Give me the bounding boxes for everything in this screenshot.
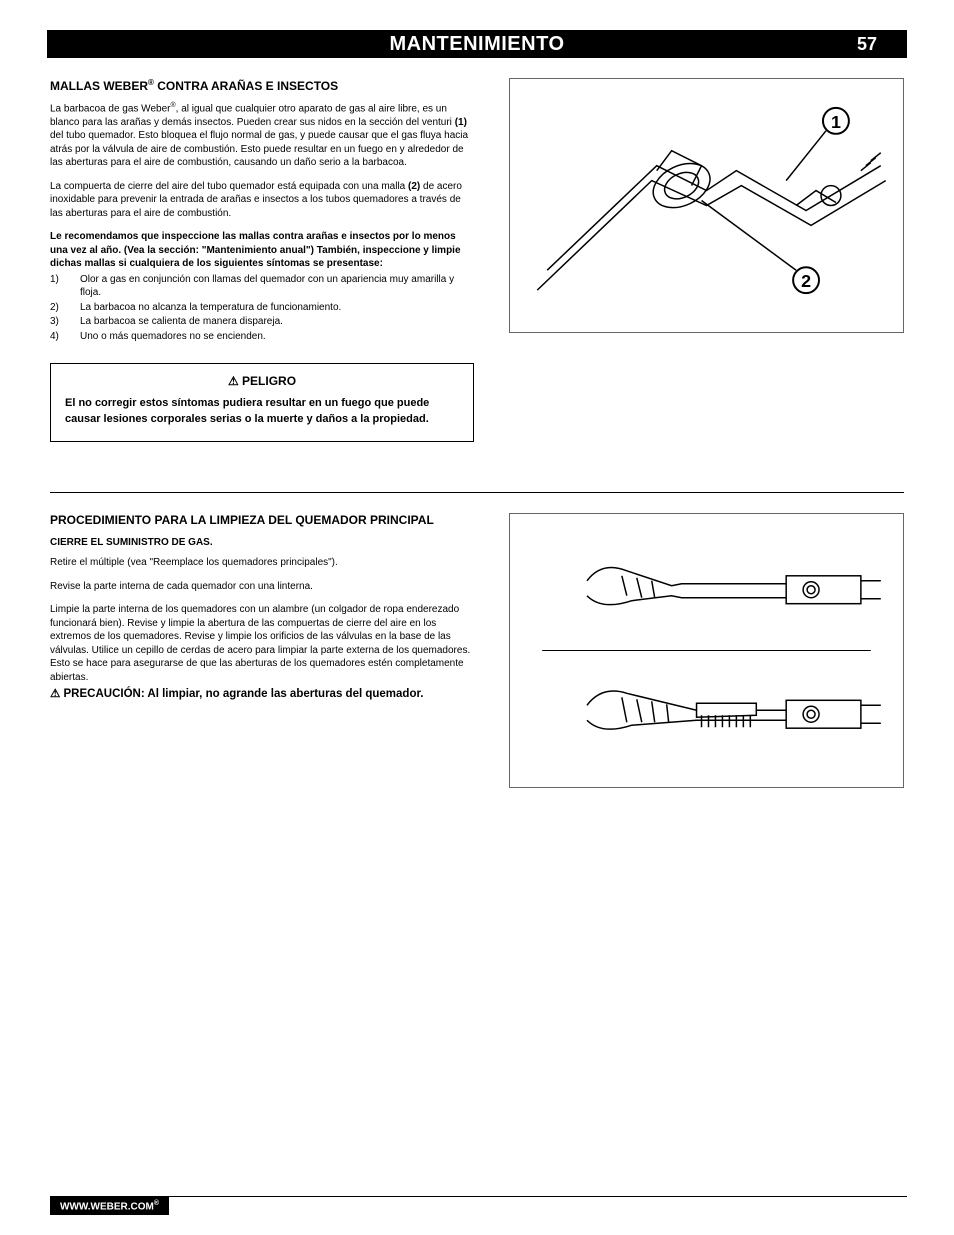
- list-item: 3)La barbacoa se calienta de manera disp…: [50, 315, 474, 329]
- section-cleaning-procedure: PROCEDIMIENTO PARA LA LIMPIEZA DEL QUEMA…: [50, 513, 904, 788]
- danger-box: ⚠ PELIGRO El no corregir estos síntomas …: [50, 363, 474, 442]
- section1-title: MALLAS WEBER® CONTRA ARAÑAS E INSECTOS: [50, 78, 474, 93]
- figure-cleaning-steps: [509, 513, 904, 788]
- footer: WWW.WEBER.COM®: [50, 1196, 907, 1215]
- section-spider-screens: MALLAS WEBER® CONTRA ARAÑAS E INSECTOS L…: [50, 78, 904, 442]
- header-bar: MANTENIMIENTO 57: [47, 30, 907, 58]
- section1-recommendation: Le recomendamos que inspeccione las mall…: [50, 230, 474, 271]
- section2-title: PROCEDIMIENTO PARA LA LIMPIEZA DEL QUEMA…: [50, 513, 474, 527]
- danger-header: ⚠ PELIGRO: [65, 374, 459, 388]
- symptom-list: 1)Olor a gas en conjunción con llamas de…: [50, 273, 474, 344]
- section1-p1: La barbacoa de gas Weber®, al igual que …: [50, 101, 474, 170]
- callout-2: 2: [801, 271, 811, 291]
- callout-1: 1: [831, 112, 841, 132]
- page-number: 57: [857, 34, 877, 55]
- section2-p2: Revise la parte interna de cada quemador…: [50, 580, 474, 594]
- section2-p1: Retire el múltiple (vea "Reemplace los q…: [50, 556, 474, 570]
- caution-text: ⚠ PRECAUCIÓN: Al limpiar, no agrande las…: [50, 687, 474, 703]
- section-divider: [50, 492, 904, 493]
- footer-url: WWW.WEBER.COM®: [50, 1197, 169, 1215]
- list-item: 4)Uno o más quemadores no se encienden.: [50, 330, 474, 344]
- section2-sub: CIERRE EL SUMINISTRO DE GAS.: [50, 537, 474, 548]
- section2-p3: Limpie la parte interna de los quemadore…: [50, 603, 474, 684]
- page-title: MANTENIMIENTO: [389, 33, 564, 56]
- warning-icon: ⚠: [50, 688, 60, 700]
- list-item: 1)Olor a gas en conjunción con llamas de…: [50, 273, 474, 300]
- list-item: 2)La barbacoa no alcanza la temperatura …: [50, 301, 474, 315]
- warning-icon: ⚠: [228, 374, 239, 388]
- section1-p2: La compuerta de cierre del aire del tubo…: [50, 180, 474, 221]
- danger-text: El no corregir estos síntomas pudiera re…: [65, 396, 459, 427]
- figure-burner-tube: 1 2: [509, 78, 904, 333]
